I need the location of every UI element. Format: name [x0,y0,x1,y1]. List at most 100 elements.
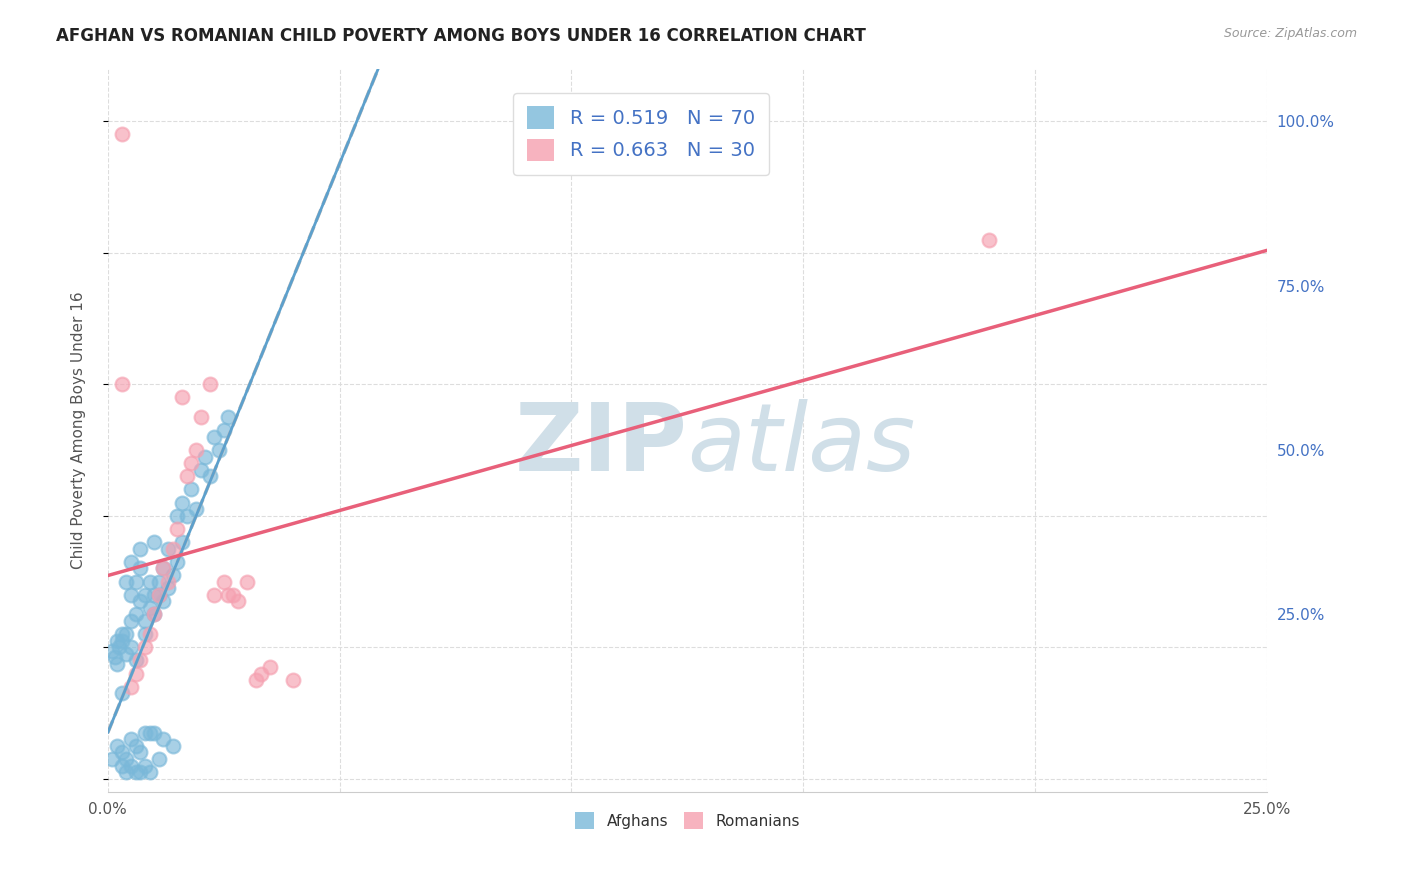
Point [152,594,174,608]
Point [105,739,128,753]
Point [180,483,202,497]
Y-axis label: Child Poverty Among Boys Under 16: Child Poverty Among Boys Under 16 [72,292,86,569]
Point [111,758,134,772]
Point [212,574,235,589]
Point [249,666,271,681]
Point [115,647,138,661]
Point [138,765,160,780]
Point [129,653,152,667]
Point [129,541,152,556]
Point [120,614,142,628]
Point [120,588,142,602]
Point [134,758,156,772]
Point [120,732,142,747]
Point [138,600,160,615]
Point [157,574,180,589]
Text: AFGHAN VS ROMANIAN CHILD POVERTY AMONG BOYS UNDER 16 CORRELATION CHART: AFGHAN VS ROMANIAN CHILD POVERTY AMONG B… [56,27,866,45]
Point [115,627,138,641]
Point [162,541,184,556]
Point [115,752,138,766]
Point [138,725,160,739]
Point [222,588,245,602]
Point [111,633,134,648]
Text: atlas: atlas [688,400,915,491]
Point [120,758,142,772]
Point [143,725,166,739]
Point [194,450,217,464]
Point [208,442,231,457]
Point [245,673,267,688]
Point [226,594,249,608]
Point [124,574,146,589]
Point [134,627,156,641]
Point [170,390,193,404]
Point [176,469,198,483]
Point [152,561,174,575]
Point [204,588,226,602]
Point [148,752,170,766]
Point [212,423,235,437]
Point [152,732,174,747]
Point [124,739,146,753]
Point [152,561,174,575]
Point [283,673,305,688]
Point [111,627,134,641]
Point [115,765,138,780]
Point [108,640,131,655]
Point [129,746,152,760]
Point [129,594,152,608]
Point [166,522,188,536]
Point [104,650,127,665]
Point [129,561,152,575]
Point [170,535,193,549]
Point [204,430,226,444]
Point [166,508,188,523]
Point [170,495,193,509]
Point [184,502,207,516]
Point [166,555,188,569]
Point [190,463,212,477]
Point [111,128,134,142]
Point [162,568,184,582]
Point [120,680,142,694]
Point [115,574,138,589]
Point [236,574,259,589]
Point [124,765,146,780]
Point [138,627,160,641]
Text: Source: ZipAtlas.com: Source: ZipAtlas.com [1223,27,1357,40]
Point [198,377,221,392]
Point [138,574,160,589]
Point [143,607,166,622]
Point [977,233,1000,247]
Point [101,752,124,766]
Point [124,653,146,667]
Point [148,574,170,589]
Point [111,686,134,700]
Point [190,410,212,425]
Point [259,660,281,674]
Point [143,535,166,549]
Point [217,588,239,602]
Point [157,581,180,595]
Text: ZIP: ZIP [515,399,688,491]
Point [105,657,128,671]
Point [162,739,184,753]
Point [134,640,156,655]
Point [124,666,146,681]
Point [111,746,134,760]
Point [134,588,156,602]
Point [111,377,134,392]
Point [134,614,156,628]
Point [184,442,207,457]
Point [129,765,152,780]
Point [217,410,239,425]
Point [148,588,170,602]
Point [198,469,221,483]
Point [157,541,180,556]
Point [124,607,146,622]
Point [105,633,128,648]
Point [143,607,166,622]
Legend: Afghans, Romanians: Afghans, Romanians [568,806,806,835]
Point [176,508,198,523]
Point [134,725,156,739]
